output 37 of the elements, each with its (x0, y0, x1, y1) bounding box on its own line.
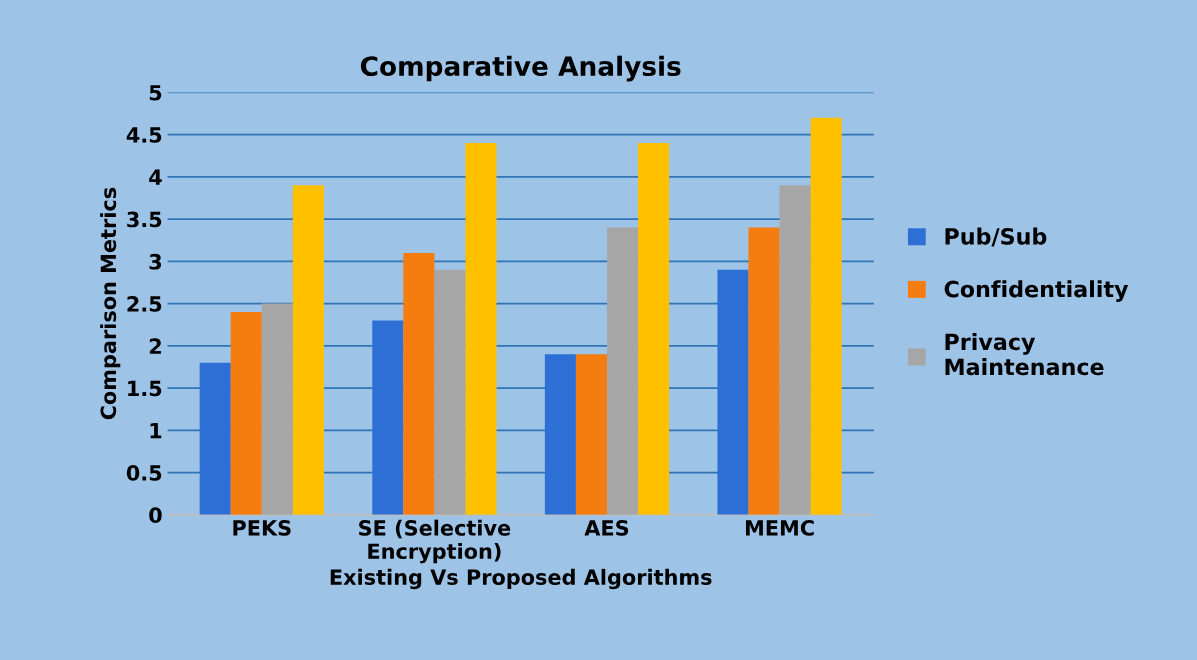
bar (292, 185, 324, 515)
bar (717, 269, 749, 515)
y-tick-label: 2 (149, 338, 161, 354)
bar (199, 362, 231, 515)
x-axis-title: Existing Vs Proposed Algorithms (330, 568, 712, 590)
x-tick-label: MEMC (746, 520, 814, 536)
y-tick-label: 2.5 (127, 296, 162, 312)
y-tick-label: 3.5 (127, 211, 162, 228)
y-tick-label: 4.5 (126, 127, 162, 143)
y-tick-label: 0 (149, 507, 162, 524)
bar (575, 354, 607, 515)
bar (748, 227, 780, 515)
bar (403, 252, 435, 515)
bar (434, 269, 466, 515)
chart-title: Comparative Analysis (360, 55, 681, 82)
y-tick-label: 1 (150, 423, 162, 439)
bar (779, 185, 811, 515)
x-tick-label: PEKS (233, 520, 291, 536)
bar (606, 227, 639, 515)
bar (261, 303, 293, 515)
y-tick-label: 0.5 (126, 465, 162, 481)
bar (372, 320, 404, 515)
y-tick-label: 4 (149, 169, 162, 185)
y-tick-label: 3 (149, 253, 162, 270)
legend-label: Pub/Sub (945, 227, 1047, 247)
bar (544, 354, 576, 515)
legend-label: Confidentiality (944, 280, 1129, 302)
y-tick-label: 5 (149, 85, 162, 101)
legend-label: Privacy Maintenance (945, 333, 1104, 376)
x-tick-label: SE (Selective Encryption) (359, 519, 511, 564)
x-tick-label: AES (584, 520, 629, 536)
y-axis-title: Comparison Metrics (100, 187, 121, 420)
bar (230, 312, 262, 515)
bar (810, 117, 842, 515)
y-tick-label: 1.5 (128, 380, 162, 397)
bar (638, 143, 670, 515)
bar (465, 143, 497, 515)
